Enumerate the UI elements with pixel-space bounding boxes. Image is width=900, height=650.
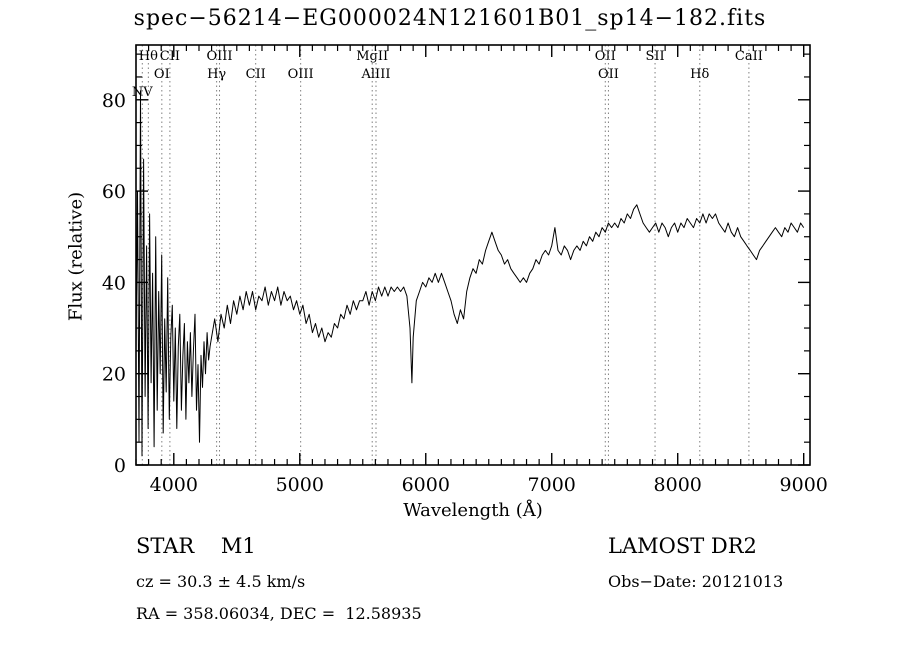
x-tick-label: 9000 <box>780 474 828 496</box>
x-tick-label: 4000 <box>150 474 198 496</box>
line-marker-label: AlIII <box>361 67 391 82</box>
plot-box <box>135 44 811 466</box>
y-tick-label: 40 <box>102 272 126 294</box>
x-tick-label: 5000 <box>276 474 324 496</box>
line-marker-label: Hγ <box>207 67 226 82</box>
line-marker-label: OII <box>595 49 616 64</box>
y-axis-label: Flux (relative) <box>65 191 87 322</box>
spectrum-line <box>135 90 805 457</box>
chart-title: spec−56214−EG000024N121601B01_sp14−182.f… <box>133 6 767 31</box>
line-marker-label: SII <box>645 49 664 64</box>
line-marker-label: CaII <box>735 49 763 64</box>
y-tick-label: 80 <box>102 90 126 112</box>
spectrum-chart: NV Hθ OI CII Hγ OIII CII OIII MgII AlIII OII OII SII… <box>102 44 828 496</box>
line-marker-label: Hθ <box>139 49 158 64</box>
obs-date: Obs−Date: 20121013 <box>608 572 784 591</box>
line-marker-label: NV <box>132 85 153 100</box>
y-tick-label: 20 <box>102 364 126 386</box>
x-tick-label: 6000 <box>402 474 450 496</box>
line-marker-label: CII <box>246 67 266 82</box>
line-marker-label: OIII <box>288 67 314 82</box>
line-marker-label: MgII <box>356 49 388 64</box>
line-marker-label: OII <box>598 67 619 82</box>
y-tick-label: 60 <box>102 181 126 203</box>
ra-dec-coordinates: RA = 358.06034, DEC = 12.58935 <box>136 604 422 623</box>
x-axis-label: Wavelength (Å) <box>403 500 543 521</box>
line-marker-label: CII <box>160 49 180 64</box>
line-marker-label: OIII <box>206 49 232 64</box>
survey-label: LAMOST DR2 <box>608 534 757 558</box>
y-tick-label: 0 <box>114 455 126 477</box>
object-class-label: STAR M1 <box>136 534 256 558</box>
line-marker-label: Hδ <box>690 67 709 82</box>
line-marker-label: OI <box>154 67 170 82</box>
x-tick-label: 7000 <box>528 474 576 496</box>
cz-value: cz = 30.3 ± 4.5 km/s <box>136 572 306 591</box>
x-tick-label: 8000 <box>654 474 702 496</box>
